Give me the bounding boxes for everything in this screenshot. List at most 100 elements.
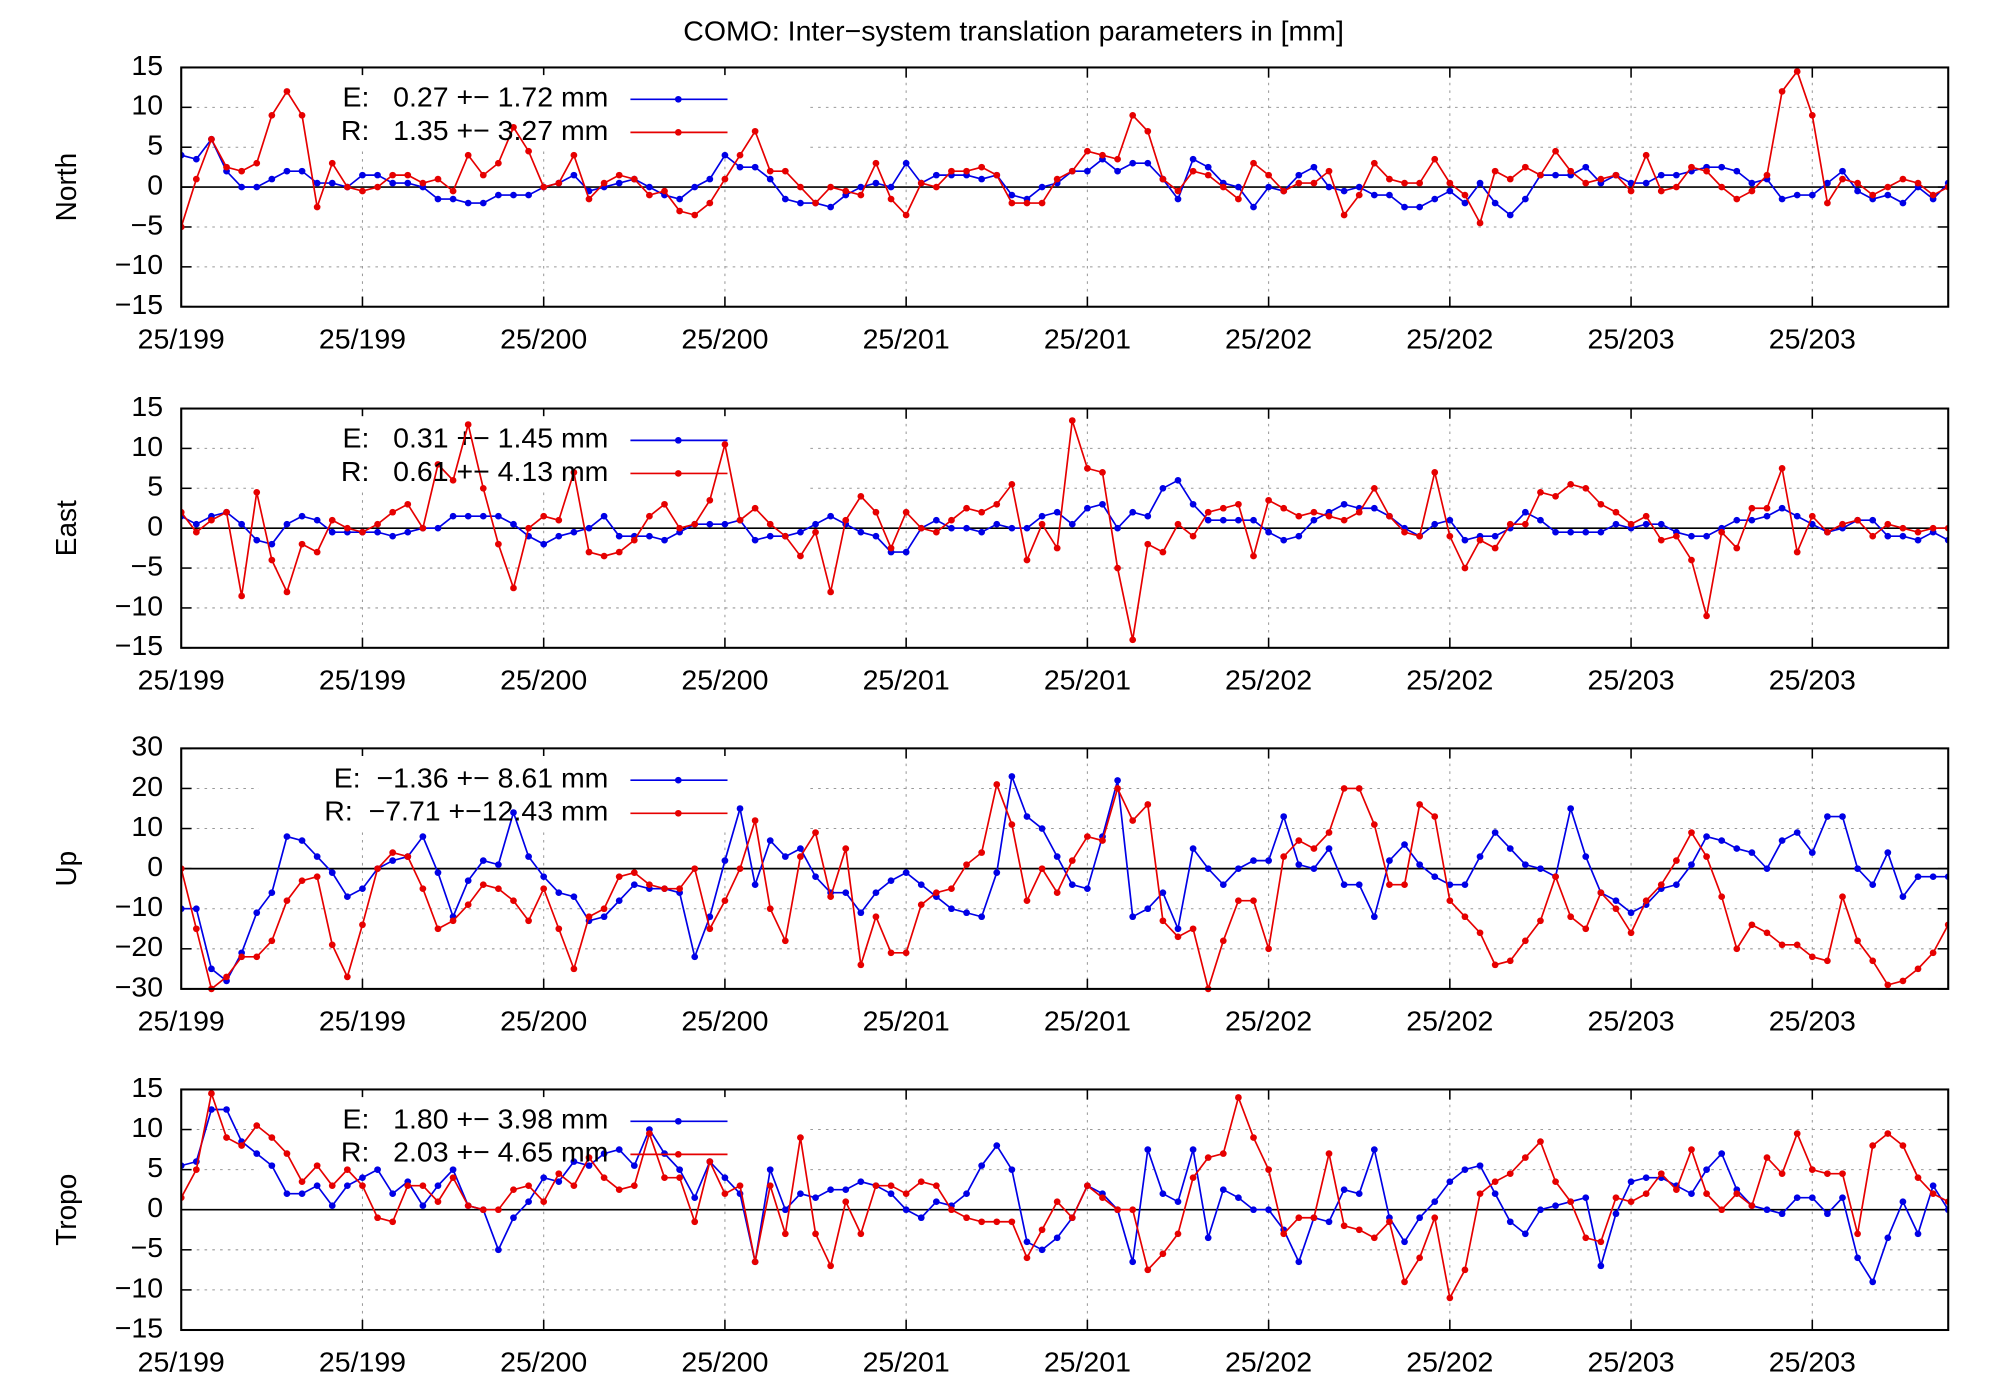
x-tick-label: 25/199 xyxy=(319,323,406,355)
data-point xyxy=(1295,179,1303,187)
data-point xyxy=(1778,88,1786,95)
data-point xyxy=(1038,512,1046,520)
series xyxy=(181,477,1949,556)
legend-marker xyxy=(674,437,682,444)
data-point xyxy=(691,520,699,528)
data-point xyxy=(766,520,774,528)
y-tick-label: 0 xyxy=(147,169,163,201)
data-point xyxy=(736,163,744,171)
data-point xyxy=(404,500,412,508)
data-point xyxy=(1189,167,1197,175)
data-point xyxy=(238,1142,246,1149)
data-point xyxy=(268,540,276,548)
data-point xyxy=(630,881,638,888)
data-point xyxy=(570,1158,578,1165)
data-point xyxy=(1008,1218,1016,1226)
data-point xyxy=(1114,777,1121,784)
data-point xyxy=(1355,508,1363,516)
data-point xyxy=(419,1182,427,1189)
data-point xyxy=(1038,1226,1046,1234)
data-point xyxy=(1219,881,1227,888)
data-point xyxy=(419,885,427,892)
data-point xyxy=(555,1178,563,1185)
data-point xyxy=(1310,163,1318,171)
data-point xyxy=(842,1186,850,1193)
data-point xyxy=(1612,1194,1620,1202)
data-point xyxy=(1567,528,1575,536)
series xyxy=(181,417,1949,644)
data-point xyxy=(1204,1154,1212,1161)
data-point xyxy=(449,512,457,520)
y-tick-label: −10 xyxy=(115,890,163,922)
data-point xyxy=(978,528,986,536)
data-point xyxy=(464,901,472,909)
data-point xyxy=(1778,465,1786,472)
data-point xyxy=(978,849,986,856)
data-point xyxy=(434,175,442,183)
data-point xyxy=(1023,199,1031,207)
data-point xyxy=(328,179,336,187)
data-point xyxy=(223,1106,230,1113)
data-point xyxy=(434,195,442,203)
data-point xyxy=(781,195,789,203)
y-tick-label: −30 xyxy=(115,971,163,1003)
data-point xyxy=(1204,516,1212,524)
data-point xyxy=(1824,199,1831,207)
data-point xyxy=(706,520,714,528)
data-point xyxy=(1219,1150,1227,1157)
data-point xyxy=(932,1182,940,1189)
data-point xyxy=(766,1166,774,1173)
data-point xyxy=(948,516,955,524)
data-point xyxy=(1370,1146,1378,1153)
data-point xyxy=(887,195,895,203)
data-point xyxy=(676,207,683,215)
data-point xyxy=(1491,961,1499,969)
data-point xyxy=(1718,183,1726,191)
x-tick-label: 25/200 xyxy=(681,1005,768,1037)
y-tick-label: 5 xyxy=(147,129,163,161)
legend-box xyxy=(258,416,810,493)
data-point xyxy=(1884,191,1892,199)
data-point xyxy=(1370,913,1378,921)
data-point xyxy=(1839,520,1846,528)
data-point xyxy=(1250,516,1257,524)
data-point xyxy=(1189,1174,1197,1181)
data-point xyxy=(1416,203,1423,211)
series-line xyxy=(181,479,1949,553)
data-point xyxy=(298,167,306,175)
data-point xyxy=(1431,1198,1439,1206)
data-point xyxy=(766,1182,774,1189)
data-point xyxy=(343,183,351,191)
data-point xyxy=(1250,1206,1257,1214)
data-point xyxy=(434,1198,442,1206)
data-point xyxy=(1099,151,1106,159)
data-point xyxy=(797,845,804,852)
data-point xyxy=(1642,520,1650,528)
data-point xyxy=(1461,913,1469,921)
legend-label: E: 0.27 +− 1.72 mm xyxy=(343,81,609,113)
data-point xyxy=(630,1162,638,1169)
data-point xyxy=(313,1182,321,1189)
data-point xyxy=(253,909,261,917)
data-point xyxy=(1265,171,1272,179)
data-point xyxy=(1008,524,1016,532)
data-point xyxy=(827,203,835,211)
data-point xyxy=(1053,1198,1061,1206)
data-point xyxy=(902,508,910,516)
data-point xyxy=(1325,1150,1333,1157)
data-point xyxy=(1235,1094,1242,1101)
data-point xyxy=(1325,512,1333,520)
data-point xyxy=(1295,861,1303,868)
data-point xyxy=(1688,861,1695,868)
data-point xyxy=(313,873,321,880)
data-point xyxy=(676,1174,683,1181)
data-point xyxy=(1657,1170,1665,1177)
data-point xyxy=(268,937,276,945)
y-axis-label: Tropo xyxy=(50,1174,82,1246)
data-point xyxy=(1340,1186,1348,1193)
data-point xyxy=(1386,1218,1393,1226)
data-point xyxy=(1219,504,1227,512)
data-point xyxy=(253,536,261,544)
data-point xyxy=(1068,417,1076,424)
